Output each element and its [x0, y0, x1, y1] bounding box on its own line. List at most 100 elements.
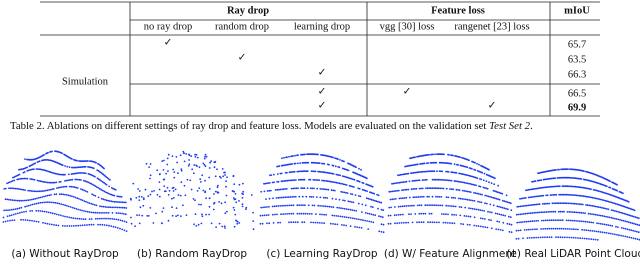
point: [535, 236, 538, 239]
point: [461, 198, 464, 200]
point: [604, 207, 607, 210]
point: [165, 172, 168, 175]
point: [186, 178, 189, 181]
point: [352, 201, 355, 204]
point: [48, 201, 51, 204]
point: [183, 152, 185, 155]
point: [415, 196, 418, 199]
point: [456, 180, 459, 183]
point: [92, 211, 95, 214]
point: [183, 184, 186, 187]
point: [208, 213, 211, 216]
point: [626, 236, 629, 238]
point: [555, 169, 557, 171]
point: [108, 200, 111, 202]
subcaption: (a) Without RayDrop: [11, 248, 119, 260]
point: [39, 210, 42, 212]
point: [26, 219, 29, 222]
point: [394, 206, 396, 208]
point: [140, 196, 143, 198]
point: [76, 159, 78, 162]
point: [125, 207, 128, 209]
point: [628, 236, 631, 239]
point: [533, 195, 536, 198]
point: [543, 211, 546, 214]
point: [343, 207, 346, 210]
point: [501, 199, 504, 202]
point: [290, 204, 293, 207]
point: [612, 233, 614, 235]
point: [350, 201, 353, 203]
point: [492, 196, 495, 199]
point: [300, 204, 302, 207]
point: [64, 185, 66, 188]
point: [353, 209, 356, 212]
point: [501, 229, 504, 232]
point: [632, 237, 635, 240]
point: [103, 181, 105, 184]
point: [38, 168, 40, 171]
point: [489, 211, 491, 214]
point: [113, 200, 116, 203]
point: [312, 196, 315, 198]
point: [414, 156, 416, 159]
point: [340, 207, 342, 210]
point: [561, 185, 564, 188]
point: [86, 191, 89, 193]
point: [557, 202, 560, 205]
point: [180, 168, 183, 171]
point: [208, 205, 211, 208]
point: [68, 173, 70, 176]
point: [58, 202, 61, 205]
point: [30, 198, 33, 201]
point: [205, 213, 208, 216]
point: [611, 225, 614, 227]
point: [428, 195, 430, 198]
point: [510, 223, 513, 226]
point: [232, 206, 235, 209]
point: [498, 191, 501, 194]
point: [33, 220, 36, 223]
point: [450, 171, 453, 174]
point: [276, 213, 278, 216]
point: [610, 209, 613, 212]
point: [224, 227, 226, 229]
point: [291, 171, 293, 173]
point: [294, 221, 297, 224]
point: [156, 169, 159, 172]
point: [593, 205, 595, 208]
point: [103, 167, 105, 170]
point: [551, 185, 553, 188]
point: [214, 175, 217, 178]
point: [95, 204, 98, 207]
point: [506, 201, 509, 204]
point: [213, 202, 215, 205]
point: [315, 196, 318, 199]
point: [60, 193, 63, 196]
point: [77, 224, 80, 227]
point: [592, 238, 595, 241]
point: [585, 195, 588, 198]
point: [29, 210, 32, 212]
point: [616, 183, 618, 186]
point: [601, 206, 603, 209]
point: [136, 214, 138, 217]
point: [32, 168, 35, 171]
point: [389, 198, 392, 201]
point: [494, 212, 497, 215]
point: [323, 222, 326, 225]
point: [573, 211, 576, 214]
point: [231, 190, 234, 192]
point: [529, 204, 531, 207]
point: [617, 226, 619, 229]
check-mark: ✓: [488, 100, 497, 111]
point: [468, 182, 470, 185]
point: [616, 189, 618, 192]
point: [283, 204, 285, 207]
point: [453, 213, 455, 216]
point: [637, 231, 640, 234]
point: [377, 207, 379, 210]
point: [138, 199, 141, 202]
point: [544, 186, 547, 189]
point: [74, 217, 77, 220]
